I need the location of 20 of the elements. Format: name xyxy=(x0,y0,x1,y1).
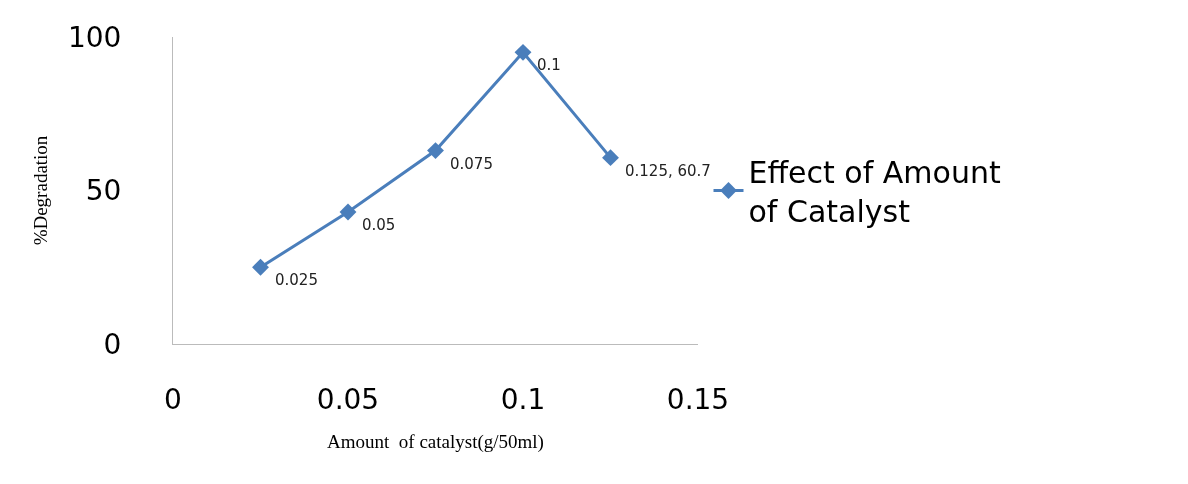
annotation: 0.1 xyxy=(537,56,561,74)
annotation: 0.025 xyxy=(275,271,318,289)
annotation: 0.125, 60.7 xyxy=(625,162,711,180)
point xyxy=(427,142,444,160)
point xyxy=(339,203,357,221)
x-tick-label: 0.15 xyxy=(666,382,730,416)
x-tick-label: 0.1 xyxy=(500,382,546,416)
point xyxy=(252,258,269,276)
annotation: 0.075 xyxy=(450,155,493,173)
legend-label: Effect of Amount of Catalyst xyxy=(748,154,1001,229)
y-tick-label: 100 xyxy=(67,20,122,54)
annotation: 0.05 xyxy=(362,216,396,234)
y-tick-label: 50 xyxy=(85,174,122,208)
y-tick-label: 0 xyxy=(103,327,122,361)
y-axis-title: %Degradation xyxy=(29,135,51,246)
x-tick-label: 0 xyxy=(164,382,182,416)
x-axis-title: Amount of catalyst(g/50ml) xyxy=(327,431,544,454)
point xyxy=(602,149,619,167)
point xyxy=(514,43,532,61)
x-tick-label: 0.05 xyxy=(316,382,380,416)
